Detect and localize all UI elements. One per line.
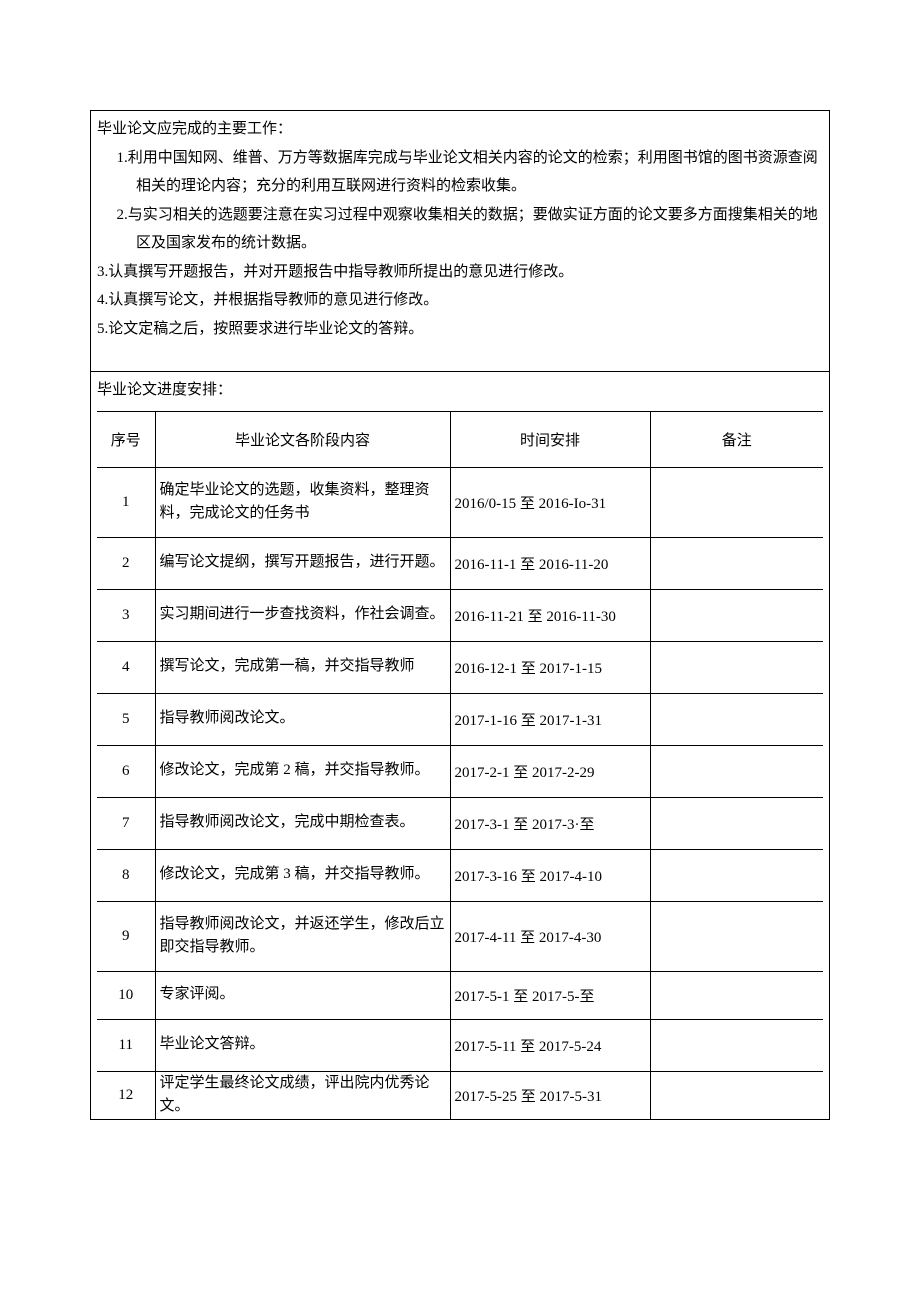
cell-time: 2017-5-11 至 2017-5-24 xyxy=(450,1019,650,1071)
cell-note xyxy=(650,971,823,1019)
cell-content: 撰写论文，完成第一稿，并交指导教师 xyxy=(155,641,450,693)
cell-note xyxy=(650,1019,823,1071)
main-tasks-item: 2.与实习相关的选题要注意在实习过程中观察收集相关的数据；要做实证方面的论文要多… xyxy=(97,201,823,258)
table-row: 1确定毕业论文的选题，收集资料，整理资料，完成论文的任务书2016/0-15 至… xyxy=(97,467,823,537)
cell-content: 毕业论文答辩。 xyxy=(155,1019,450,1071)
cell-time: 2017-4-11 至 2017-4-30 xyxy=(450,901,650,971)
cell-note xyxy=(650,589,823,641)
table-header-row: 序号 毕业论文各阶段内容 时间安排 备注 xyxy=(97,411,823,467)
cell-content: 指导教师阅改论文，完成中期检查表。 xyxy=(155,797,450,849)
main-tasks-item: 4.认真撰写论文，并根据指导教师的意见进行修改。 xyxy=(97,286,823,315)
cell-seq: 7 xyxy=(97,797,155,849)
table-row: 8修改论文，完成第 3 稿，并交指导教师。2017-3-16 至 2017-4-… xyxy=(97,849,823,901)
cell-seq: 2 xyxy=(97,537,155,589)
cell-note xyxy=(650,641,823,693)
table-row: 2编写论文提纲，撰写开题报告，进行开题。2016-11-1 至 2016-11-… xyxy=(97,537,823,589)
col-header-time: 时间安排 xyxy=(450,411,650,467)
cell-content: 修改论文，完成第 2 稿，并交指导教师。 xyxy=(155,745,450,797)
table-row: 5指导教师阅改论文。2017-1-16 至 2017-1-31 xyxy=(97,693,823,745)
cell-seq: 11 xyxy=(97,1019,155,1071)
col-header-note: 备注 xyxy=(650,411,823,467)
main-tasks-section: 毕业论文应完成的主要工作： 1.利用中国知网、维普、万方等数据库完成与毕业论文相… xyxy=(91,111,829,372)
schedule-table: 序号 毕业论文各阶段内容 时间安排 备注 1确定毕业论文的选题，收集资料，整理资… xyxy=(97,411,823,1120)
cell-seq: 1 xyxy=(97,467,155,537)
main-tasks-item: 3.认真撰写开题报告，并对开题报告中指导教师所提出的意见进行修改。 xyxy=(97,258,823,287)
table-row: 7指导教师阅改论文，完成中期检查表。2017-3-1 至 2017-3·至 xyxy=(97,797,823,849)
cell-content: 实习期间进行一步查找资料，作社会调查。 xyxy=(155,589,450,641)
cell-seq: 5 xyxy=(97,693,155,745)
cell-time: 2017-5-1 至 2017-5-至 xyxy=(450,971,650,1019)
cell-content: 编写论文提纲，撰写开题报告，进行开题。 xyxy=(155,537,450,589)
schedule-section: 毕业论文进度安排： 序号 毕业论文各阶段内容 时间安排 备注 xyxy=(91,372,829,1119)
cell-seq: 4 xyxy=(97,641,155,693)
table-row: 11毕业论文答辩。2017-5-11 至 2017-5-24 xyxy=(97,1019,823,1071)
cell-seq: 10 xyxy=(97,971,155,1019)
cell-note xyxy=(650,901,823,971)
cell-note xyxy=(650,849,823,901)
cell-time: 2016/0-15 至 2016-Io-31 xyxy=(450,467,650,537)
cell-content: 指导教师阅改论文。 xyxy=(155,693,450,745)
cell-time: 2016-12-1 至 2017-1-15 xyxy=(450,641,650,693)
cell-time: 2017-5-25 至 2017-5-31 xyxy=(450,1071,650,1119)
main-tasks-item: 5.论文定稿之后，按照要求进行毕业论文的答辩。 xyxy=(97,315,823,344)
schedule-title: 毕业论文进度安排： xyxy=(97,376,823,405)
cell-seq: 12 xyxy=(97,1071,155,1119)
cell-time: 2016-11-21 至 2016-11-30 xyxy=(450,589,650,641)
cell-content: 专家评阅。 xyxy=(155,971,450,1019)
cell-note xyxy=(650,1071,823,1119)
cell-time: 2017-3-16 至 2017-4-10 xyxy=(450,849,650,901)
table-row: 4撰写论文，完成第一稿，并交指导教师2016-12-1 至 2017-1-15 xyxy=(97,641,823,693)
table-row: 12评定学生最终论文成绩，评出院内优秀论文。2017-5-25 至 2017-5… xyxy=(97,1071,823,1119)
table-row: 9指导教师阅改论文，并返还学生，修改后立即交指导教师。2017-4-11 至 2… xyxy=(97,901,823,971)
col-header-content: 毕业论文各阶段内容 xyxy=(155,411,450,467)
cell-time: 2016-11-1 至 2016-11-20 xyxy=(450,537,650,589)
cell-content: 评定学生最终论文成绩，评出院内优秀论文。 xyxy=(155,1071,450,1119)
page: 毕业论文应完成的主要工作： 1.利用中国知网、维普、万方等数据库完成与毕业论文相… xyxy=(0,0,920,1180)
table-row: 3实习期间进行一步查找资料，作社会调查。2016-11-21 至 2016-11… xyxy=(97,589,823,641)
col-header-seq: 序号 xyxy=(97,411,155,467)
main-tasks-title: 毕业论文应完成的主要工作： xyxy=(97,115,823,144)
cell-time: 2017-3-1 至 2017-3·至 xyxy=(450,797,650,849)
cell-time: 2017-1-16 至 2017-1-31 xyxy=(450,693,650,745)
cell-seq: 6 xyxy=(97,745,155,797)
cell-note xyxy=(650,537,823,589)
table-row: 10专家评阅。2017-5-1 至 2017-5-至 xyxy=(97,971,823,1019)
cell-note xyxy=(650,693,823,745)
cell-note xyxy=(650,467,823,537)
cell-content: 确定毕业论文的选题，收集资料，整理资料，完成论文的任务书 xyxy=(155,467,450,537)
table-row: 6修改论文，完成第 2 稿，并交指导教师。2017-2-1 至 2017-2-2… xyxy=(97,745,823,797)
cell-content: 指导教师阅改论文，并返还学生，修改后立即交指导教师。 xyxy=(155,901,450,971)
main-tasks-item: 1.利用中国知网、维普、万方等数据库完成与毕业论文相关内容的论文的检索；利用图书… xyxy=(97,144,823,201)
cell-seq: 8 xyxy=(97,849,155,901)
cell-note xyxy=(650,745,823,797)
cell-time: 2017-2-1 至 2017-2-29 xyxy=(450,745,650,797)
cell-seq: 3 xyxy=(97,589,155,641)
cell-note xyxy=(650,797,823,849)
cell-seq: 9 xyxy=(97,901,155,971)
cell-content: 修改论文，完成第 3 稿，并交指导教师。 xyxy=(155,849,450,901)
document-frame: 毕业论文应完成的主要工作： 1.利用中国知网、维普、万方等数据库完成与毕业论文相… xyxy=(90,110,830,1120)
